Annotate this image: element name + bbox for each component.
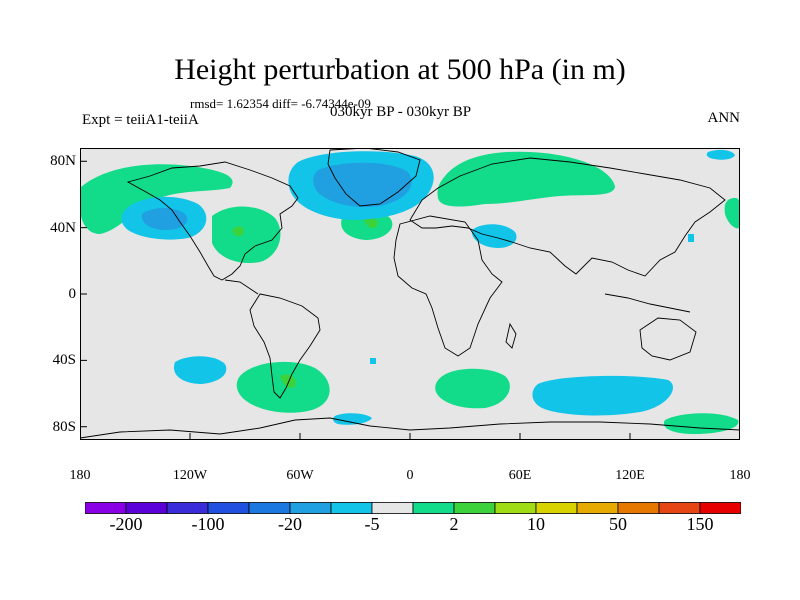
anomaly-region-antarctic-neg [333,413,372,425]
longitude-label: 0 [406,468,414,483]
coastline-madagascar [505,322,517,349]
coastlines [80,148,740,439]
stats-text: rmsd= 1.62354 diff= -6.74344e-09 [190,96,371,111]
colorbar-swatch-4 [248,502,291,514]
colorbar-label: 2 [449,514,459,534]
colorbar-label: 150 [686,514,714,534]
anomaly-region-arctic-neg [706,149,735,160]
colorbar-swatch-14 [658,502,701,514]
latitude-label: 0 [68,286,77,302]
anomaly-field [80,149,740,434]
coastline-south-america [249,293,321,399]
anomaly-core-s-america [280,374,296,388]
colorbar-swatch-9 [453,502,496,514]
colorbar-swatch-10 [494,502,537,514]
coastline-africa [393,215,503,357]
coastline-north-america [126,161,299,281]
anomaly-core-n-america [232,226,244,237]
anomaly-region-middle-east-neg [471,224,517,248]
colorbar-swatch-6 [330,502,373,514]
colorbar-swatch-11 [535,502,578,514]
coastline-central-america [224,279,259,295]
longitude-label: 180 [69,468,91,483]
anomaly-region-eurasia-pos [437,151,615,207]
colorbar-swatch-8 [412,502,455,514]
plot-title: Height perturbation at 500 hPa (in m) [174,53,626,86]
anomaly-region-pacific-speck [688,234,694,242]
colorbar-swatch-0 [85,502,127,514]
season-label: ANN [707,110,741,126]
coastline-greenland [327,148,421,207]
anomaly-region-atlantic-speck [370,358,376,364]
anomaly-region-se-pacific-neg [173,356,227,384]
anomaly-core-greenland [313,162,412,208]
anomaly-region-indian-ocean-neg [532,375,673,416]
colorbar-swatch-7 [371,502,414,514]
anomaly-region-w-pacific-pos [724,197,740,229]
colorbar-swatch-15 [699,502,741,514]
colorbar-swatch-5 [289,502,332,514]
colorbar-label: -20 [278,514,302,534]
latitude-ticks [80,160,87,428]
anomaly-region-n-america-pos [212,206,281,264]
longitude-label: 120E [615,468,645,483]
latitude-label: 80N [50,153,76,170]
latitude-label: 80S [52,418,76,435]
coastline-maritime-continent [604,293,691,313]
map-plot [80,148,740,440]
longitude-label: 120W [172,468,208,483]
colorbar-swatch-2 [166,502,209,514]
anomaly-region-s-atlantic-pos [435,368,510,409]
colorbar-swatch-1 [125,502,168,514]
anomaly-core-n-atlantic [364,217,378,229]
colorbar [85,502,741,514]
colorbar-swatch-13 [617,502,660,514]
colorbar-label: 50 [609,514,627,534]
coastline-eurasia [409,157,726,277]
colorbar-label: -200 [109,514,143,534]
colorbar-swatch-12 [576,502,619,514]
latitude-label: 40N [50,219,76,236]
coastline-australia [639,317,697,361]
coastline-antarctica [80,417,740,439]
colorbar-label: 10 [527,514,545,534]
period-label: 030kyr BP - 030kyr BP [330,104,472,120]
latitude-label: 40S [52,352,76,369]
colorbar-label: -5 [364,514,380,534]
colorbar-swatch-3 [207,502,250,514]
longitude-label: 60E [508,468,532,483]
colorbar-label: -100 [191,514,225,534]
anomaly-region-s-pacific-pos [236,361,330,413]
experiment-label: Expt = teiiA1-teiiA [82,112,199,128]
longitude-ticks [80,433,740,440]
longitude-label: 180 [729,468,751,483]
longitude-label: 60W [286,468,314,483]
anomaly-core-ne-pacific [141,208,188,230]
